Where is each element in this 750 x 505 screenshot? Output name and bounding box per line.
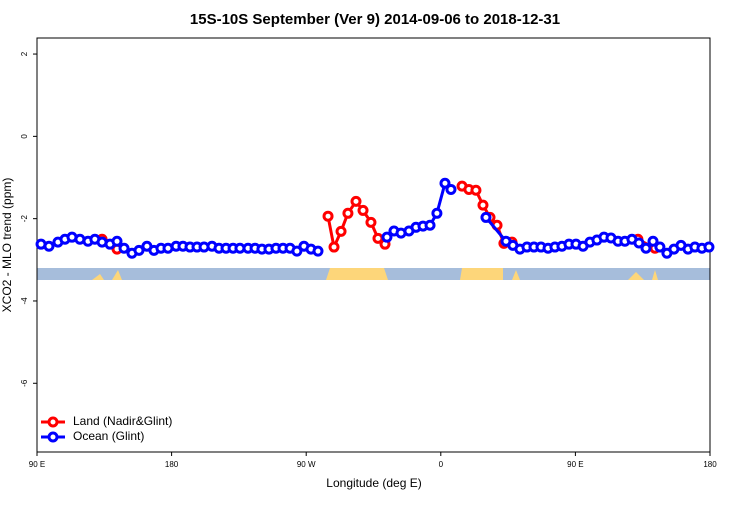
- point: [365, 216, 377, 228]
- land-strip: [460, 268, 503, 280]
- point: [381, 231, 393, 243]
- legend-marker: [47, 416, 59, 428]
- x-tick-label: 90 E: [567, 460, 583, 469]
- y-axis-label: XCO2 - MLO trend (ppm): [0, 178, 14, 313]
- point: [357, 204, 369, 216]
- point: [312, 245, 324, 257]
- point: [43, 240, 55, 252]
- legend-marker: [47, 431, 59, 443]
- x-tick-label: 90 E: [29, 460, 45, 469]
- point: [640, 242, 652, 254]
- land-ocean-strip: [37, 268, 710, 280]
- x-tick-label: 0: [439, 460, 444, 469]
- y-tick-label: -6: [20, 379, 29, 387]
- point: [470, 184, 482, 196]
- point: [133, 244, 145, 256]
- land-strip: [326, 268, 388, 280]
- x-tick-label: 180: [703, 460, 717, 469]
- y-tick-label: 0: [20, 134, 29, 139]
- legend-label: Land (Nadir&Glint): [73, 414, 172, 428]
- chart-title: 15S-10S September (Ver 9) 2014-09-06 to …: [190, 11, 560, 28]
- legend-label: Ocean (Glint): [73, 429, 144, 443]
- y-tick-label: -2: [20, 215, 29, 223]
- point: [328, 241, 340, 253]
- point: [647, 235, 659, 247]
- land-strip: [652, 270, 658, 280]
- land-strip: [92, 274, 104, 280]
- point: [477, 199, 489, 211]
- x-tick-label: 180: [165, 460, 179, 469]
- y-tick-label: 2: [20, 51, 29, 56]
- x-axis-label: Longitude (deg E): [326, 476, 421, 490]
- point: [633, 237, 645, 249]
- x-tick-label: 90 W: [297, 460, 316, 469]
- point: [703, 241, 715, 253]
- point: [342, 207, 354, 219]
- point: [111, 235, 123, 247]
- y-tick-label: -4: [20, 297, 29, 305]
- point: [439, 177, 451, 189]
- point: [445, 183, 457, 195]
- land-strip: [628, 272, 644, 280]
- point: [424, 219, 436, 231]
- point: [118, 242, 130, 254]
- point: [350, 195, 362, 207]
- point: [291, 245, 303, 257]
- land-strip: [512, 270, 520, 280]
- land-strip: [112, 270, 122, 280]
- point: [480, 211, 492, 223]
- point: [654, 241, 666, 253]
- point: [322, 210, 334, 222]
- point: [431, 207, 443, 219]
- point: [335, 225, 347, 237]
